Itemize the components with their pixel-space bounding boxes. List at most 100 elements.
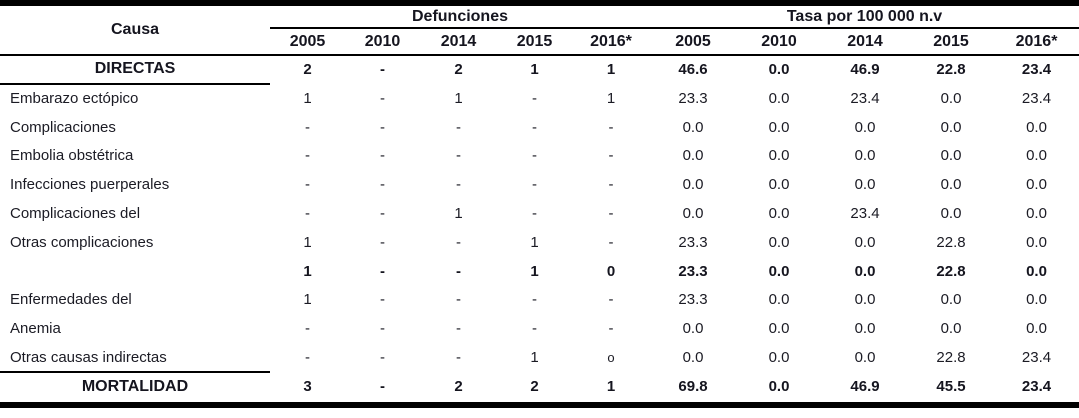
cell: 0.0 [854, 118, 876, 136]
cell: 0.0 [768, 378, 790, 396]
table-row: Embarazo ectópico 1 - 1 - 1 23.3 0.0 23.… [0, 84, 1079, 113]
cell: 1 [606, 378, 616, 396]
cell: 23.3 [678, 233, 708, 251]
cell: - [380, 204, 385, 222]
cell: 1 [606, 61, 616, 79]
cell: 0.0 [1026, 118, 1047, 136]
cell: - [380, 291, 385, 309]
row-label: MORTALIDAD [0, 370, 270, 405]
cell: 0.0 [768, 291, 790, 309]
cell: - [305, 349, 310, 367]
cell: 2 [454, 61, 463, 79]
row-label: Anemia [10, 320, 61, 338]
cell: 46.9 [850, 61, 880, 79]
cell: 1 [303, 233, 312, 251]
table-row: Otras complicaciones 1 - - 1 - 23.3 0.0 … [0, 228, 1079, 257]
cell: 0.0 [768, 233, 790, 251]
cell: 2 [530, 378, 539, 396]
cell: 22.8 [936, 233, 966, 251]
cell: o [607, 350, 615, 366]
cell: 0.0 [1026, 291, 1047, 309]
cell: - [532, 320, 537, 338]
row-label: Otras complicaciones [10, 233, 154, 251]
cell: - [456, 176, 461, 194]
cell: 0.0 [768, 204, 790, 222]
cell: - [608, 147, 614, 165]
cell: 0.0 [682, 176, 704, 194]
cell: 0.0 [854, 176, 876, 194]
row-label: Embarazo ectópico [10, 90, 139, 108]
cell: 0.0 [940, 89, 962, 107]
cell: 23.4 [1021, 89, 1052, 107]
cell: - [305, 204, 310, 222]
cell: 0.0 [1026, 204, 1047, 222]
cell: 0.0 [768, 118, 790, 136]
year-header: 2005 [650, 28, 736, 56]
cell: - [380, 378, 385, 396]
cell: 22.8 [936, 262, 966, 280]
table-row: Complicaciones - - - - - 0.0 0.0 0.0 0.0… [0, 113, 1079, 142]
defunciones-group-header: Defunciones [270, 3, 650, 29]
cell: 0.0 [940, 204, 962, 222]
cell: 69.8 [678, 378, 708, 396]
cell: - [608, 118, 614, 136]
cell: 1 [303, 291, 312, 309]
cell: - [456, 147, 461, 165]
cell: - [532, 118, 537, 136]
year-header: 2010 [345, 28, 420, 56]
cell: 1 [530, 349, 539, 367]
year-header: 2016* [572, 28, 650, 56]
year-header: 2014 [420, 28, 497, 56]
cell: 45.5 [936, 378, 966, 396]
cell: 0.0 [768, 349, 790, 367]
cell: 22.8 [936, 349, 966, 367]
cell: 0.0 [768, 320, 790, 338]
cell: 46.9 [850, 378, 880, 396]
cell: - [380, 320, 385, 338]
row-label: Infecciones puerperales [10, 176, 170, 194]
cell: - [380, 349, 385, 367]
cell: 23.3 [678, 262, 708, 280]
cell: 22.8 [936, 61, 966, 79]
cell: - [456, 233, 461, 251]
cell: - [456, 262, 461, 280]
causa-column-header: Causa [0, 3, 270, 56]
cell: 2 [303, 61, 312, 79]
cell: 0.0 [940, 176, 962, 194]
cell: 0.0 [940, 291, 962, 309]
table-row: Embolia obstétrica - - - - - 0.0 0.0 0.0… [0, 141, 1079, 170]
cell: 0.0 [682, 320, 704, 338]
table-row: Complicaciones del - - 1 - - 0.0 0.0 23.… [0, 199, 1079, 228]
cell: 0.0 [940, 118, 962, 136]
cell: - [380, 89, 385, 107]
year-header: 2015 [497, 28, 572, 56]
cell: 1 [454, 89, 463, 107]
cell: - [532, 291, 537, 309]
row-label: Otras causas indirectas [10, 348, 167, 366]
cell: - [456, 291, 461, 309]
cell: - [305, 147, 310, 165]
cell: 0.0 [854, 147, 876, 165]
cell: 23.4 [1021, 61, 1052, 79]
cell: - [532, 204, 537, 222]
cell: - [532, 89, 537, 107]
row-label: DIRECTAS [0, 55, 270, 85]
cell: 0.0 [1026, 233, 1047, 251]
cell: 2 [454, 378, 463, 396]
cell: 0.0 [768, 89, 790, 107]
cell: - [608, 291, 614, 309]
cell: 0.0 [768, 147, 790, 165]
cell: 0.0 [854, 262, 876, 280]
cell: - [532, 176, 537, 194]
cell: 0.0 [854, 291, 876, 309]
table-row-directas: DIRECTAS 2 - 2 1 1 46.6 0.0 46.9 22.8 23… [0, 55, 1079, 85]
cell: 0.0 [1026, 262, 1047, 280]
row-label: Complicaciones [10, 118, 116, 136]
table-row: Infecciones puerperales - - - - - 0.0 0.… [0, 170, 1079, 199]
cell: 0.0 [682, 204, 704, 222]
cell: 1 [303, 262, 312, 280]
cell: 0.0 [854, 320, 876, 338]
cell: - [380, 118, 385, 136]
cell: 0.0 [940, 320, 962, 338]
